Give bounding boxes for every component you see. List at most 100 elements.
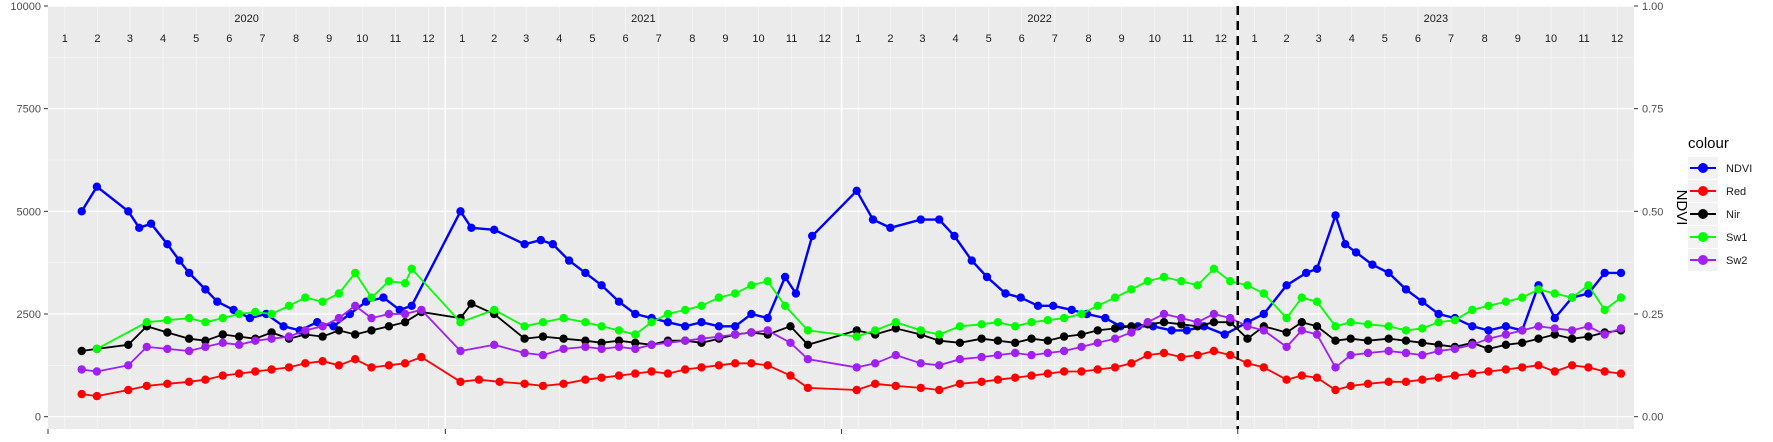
point-sw1	[955, 322, 965, 331]
point-nir	[935, 336, 944, 345]
point-nir	[1110, 324, 1120, 333]
point-sw2	[1077, 342, 1086, 352]
point-sw2	[1209, 309, 1219, 319]
point-sw2	[334, 313, 344, 323]
point-red	[538, 381, 548, 391]
point-ndvi	[124, 207, 133, 216]
point-ndvi	[1368, 260, 1377, 269]
point-red	[1468, 369, 1477, 378]
point-sw1	[1127, 285, 1136, 294]
point-ndvi	[1434, 309, 1443, 319]
point-red	[581, 375, 590, 384]
point-sw2	[1616, 324, 1626, 333]
point-red	[1243, 359, 1252, 368]
point-ndvi	[1331, 211, 1340, 220]
point-sw1	[251, 307, 260, 317]
point-nir	[234, 332, 244, 341]
point-sw1	[1616, 293, 1626, 302]
point-nir	[163, 328, 172, 337]
right-y-axis: 0.00 0.25 0.50 0.75 1.00	[1634, 1, 1663, 424]
point-sw2	[647, 340, 656, 349]
point-sw2	[681, 336, 690, 345]
point-nir	[1159, 318, 1169, 327]
point-ndvi	[868, 215, 878, 224]
point-sw1	[334, 289, 344, 298]
point-nir	[559, 334, 568, 343]
point-sw1	[1331, 322, 1340, 331]
legend-key-point	[1698, 255, 1708, 265]
point-ndvi	[1484, 326, 1493, 335]
month-label: 5	[1382, 33, 1388, 45]
point-ndvi	[213, 297, 222, 306]
point-sw2	[581, 342, 590, 352]
point-red	[1401, 377, 1411, 386]
point-sw1	[490, 305, 499, 315]
point-sw2	[1143, 318, 1152, 327]
point-red	[803, 383, 813, 393]
point-sw2	[400, 309, 410, 319]
point-red	[1450, 371, 1460, 380]
point-red	[334, 361, 344, 370]
point-red	[955, 379, 965, 388]
point-sw2	[1027, 350, 1036, 360]
point-ndvi	[747, 309, 756, 319]
point-sw1	[1027, 318, 1036, 327]
point-ndvi	[520, 240, 529, 249]
left-y-axis: 0 2500 5000 7500 10000	[10, 1, 48, 424]
point-red	[1484, 367, 1493, 376]
point-sw2	[218, 338, 227, 347]
point-sw2	[267, 334, 276, 343]
legend-title: colour	[1688, 135, 1729, 152]
point-red	[1282, 375, 1291, 384]
month-label: 12	[1611, 33, 1623, 45]
point-red	[1143, 350, 1152, 360]
point-nir	[1384, 334, 1393, 343]
point-sw2	[1282, 342, 1291, 352]
point-sw2	[92, 367, 102, 376]
point-ndvi	[1351, 248, 1361, 257]
point-ndvi	[279, 322, 288, 331]
point-nir	[1243, 334, 1252, 343]
month-label: 12	[819, 33, 831, 45]
point-ndvi	[1049, 301, 1058, 310]
point-red	[301, 359, 310, 368]
point-nir	[1282, 328, 1291, 337]
point-sw1	[916, 326, 925, 335]
right-tick-label: 0.75	[1642, 104, 1663, 116]
point-red	[367, 363, 376, 372]
point-ndvi	[1384, 268, 1393, 278]
point-red	[474, 375, 484, 384]
point-sw1	[1093, 301, 1102, 310]
point-ndvi	[935, 215, 944, 224]
point-nir	[1550, 330, 1560, 339]
month-label: 6	[226, 33, 232, 45]
month-label: 4	[160, 33, 166, 45]
point-sw2	[1110, 334, 1120, 343]
point-sw1	[935, 330, 944, 339]
point-sw2	[1011, 348, 1020, 358]
point-ndvi	[886, 223, 895, 232]
point-sw1	[663, 309, 673, 319]
point-red	[1193, 350, 1202, 360]
point-red	[77, 389, 86, 399]
point-red	[1297, 371, 1307, 380]
point-nir	[955, 338, 965, 347]
right-axis-title: NDVI	[1673, 190, 1690, 226]
point-red	[1501, 365, 1511, 374]
point-ndvi	[1302, 268, 1311, 278]
point-sw1	[218, 313, 227, 323]
point-sw2	[184, 346, 194, 356]
point-ndvi	[791, 289, 801, 298]
point-sw2	[1567, 326, 1577, 335]
point-nir	[1484, 344, 1493, 354]
month-label: 10	[1545, 33, 1557, 45]
point-sw2	[201, 342, 210, 352]
month-label: 9	[722, 33, 728, 45]
point-red	[201, 375, 210, 384]
point-sw2	[935, 361, 944, 370]
month-label: 4	[556, 33, 562, 45]
point-ndvi	[631, 309, 640, 319]
point-nir	[1027, 334, 1036, 343]
month-label: 12	[1215, 33, 1227, 45]
